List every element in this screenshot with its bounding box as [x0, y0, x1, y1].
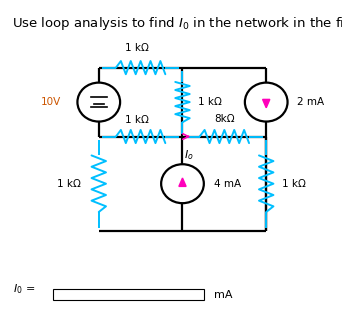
- Text: 8kΩ: 8kΩ: [214, 114, 235, 124]
- Text: Use loop analysis to find $I_0$ in the network in the figure.: Use loop analysis to find $I_0$ in the n…: [12, 15, 342, 32]
- Text: $I_0$ =: $I_0$ =: [13, 282, 36, 296]
- Text: 1 kΩ: 1 kΩ: [282, 179, 306, 189]
- Text: 1 kΩ: 1 kΩ: [57, 179, 81, 189]
- Text: 1 kΩ: 1 kΩ: [198, 97, 222, 107]
- Text: 1 kΩ: 1 kΩ: [126, 43, 149, 53]
- Text: 4 mA: 4 mA: [214, 179, 241, 189]
- Text: mA: mA: [214, 290, 232, 300]
- Text: 1 kΩ: 1 kΩ: [126, 115, 149, 124]
- Text: 10V: 10V: [41, 97, 61, 107]
- Text: 2 mA: 2 mA: [298, 97, 325, 107]
- Polygon shape: [179, 178, 186, 186]
- Text: $I_o$: $I_o$: [184, 148, 194, 162]
- FancyBboxPatch shape: [53, 289, 204, 300]
- Polygon shape: [263, 100, 270, 108]
